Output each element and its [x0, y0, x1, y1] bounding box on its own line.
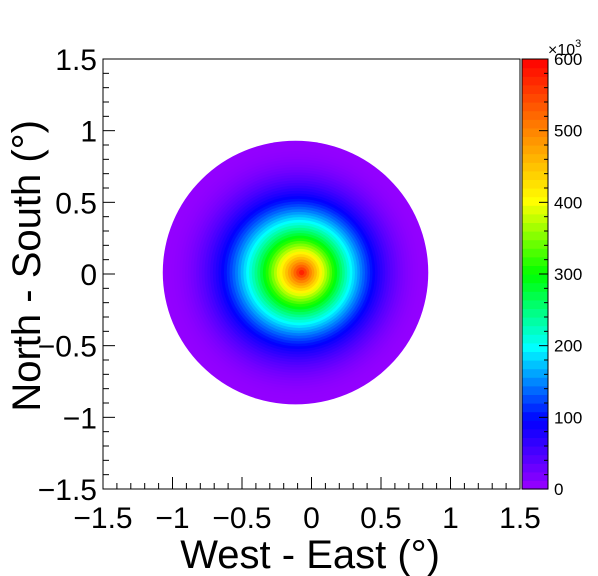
colorbar-band: [522, 325, 548, 335]
x-tick-label: 1: [442, 502, 459, 535]
colorbar-band: [522, 394, 548, 404]
y-tick-label: 1: [80, 116, 97, 149]
colorbar-band: [522, 471, 548, 481]
colorbar-band: [522, 145, 548, 155]
colorbar-multiplier: ×103: [548, 38, 581, 59]
y-tick-label: 1.5: [55, 44, 97, 77]
y-tick-label: 0: [80, 259, 97, 292]
colorbar-band: [522, 282, 548, 292]
colorbar-band: [522, 248, 548, 258]
colorbar-multiplier-base: ×10: [548, 42, 575, 59]
colorbar-band: [522, 231, 548, 241]
y-axis: −1.5 −1 −0.5 0 0.5 1 1.5: [38, 44, 115, 507]
colorbar-band: [522, 170, 548, 180]
x-axis-title: West - East (°): [180, 533, 440, 576]
colorbar-band: [522, 188, 548, 198]
colorbar-band: [522, 463, 548, 473]
colorbar-band: [522, 420, 548, 430]
colorbar-band: [522, 291, 548, 301]
colorbar-band: [522, 213, 548, 223]
x-tick-label: −1: [155, 502, 189, 535]
colorbar-band: [522, 265, 548, 275]
colorbar-band: [522, 351, 548, 361]
colorbar-band: [522, 162, 548, 172]
y-tick-label: 0.5: [55, 187, 97, 220]
colorbar-band: [522, 317, 548, 327]
colorbar-band: [522, 93, 548, 103]
colorbar-band: [522, 334, 548, 344]
colorbar-band: [522, 411, 548, 421]
heatmap-area: [162, 140, 429, 405]
colorbar-tick-label: 100: [554, 408, 582, 427]
x-axis: −1.5 −1 −0.5 0 0.5 1 1.5: [73, 477, 541, 535]
y-tick-label: −1: [63, 402, 97, 435]
colorbar-band: [522, 274, 548, 284]
colorbar-band: [522, 256, 548, 266]
colorbar-tick-label: 0: [554, 480, 563, 499]
colorbar-band: [522, 196, 548, 206]
colorbar-band: [522, 454, 548, 464]
x-tick-label: 0: [303, 502, 320, 535]
colorbar-band: [522, 127, 548, 137]
colorbar-band: [522, 153, 548, 163]
colorbar-tick-label: 200: [554, 337, 582, 356]
colorbar-band: [522, 67, 548, 77]
colorbar-band: [522, 222, 548, 232]
colorbar-band: [522, 84, 548, 94]
colorbar-band: [522, 403, 548, 413]
colorbar-tick-label: 400: [554, 193, 582, 212]
colorbar-band: [522, 360, 548, 370]
x-tick-label: 1.5: [499, 502, 541, 535]
colorbar-tick-label: 600: [554, 50, 582, 69]
colorbar-band: [522, 179, 548, 189]
colorbar-band: [522, 119, 548, 129]
colorbar-band: [522, 299, 548, 309]
colorbar-band: [522, 59, 548, 69]
colorbar-band: [522, 437, 548, 447]
colorbar-band: [522, 377, 548, 387]
colorbar-band: [522, 136, 548, 146]
heatmap-contour-49: [298, 269, 305, 276]
colorbar-band: [522, 368, 548, 378]
colorbar-band: [522, 446, 548, 456]
y-tick-label: −0.5: [38, 331, 97, 364]
colorbar-band: [522, 480, 548, 490]
x-tick-label: 0.5: [360, 502, 402, 535]
colorbar-axis: 0 100 200 300 400 500 600: [539, 50, 582, 499]
colorbar-tick-label: 300: [554, 265, 582, 284]
colorbar: [521, 58, 549, 490]
colorbar-band: [522, 308, 548, 318]
y-axis-title: North - South (°): [5, 120, 49, 412]
colorbar-band: [522, 239, 548, 249]
colorbar-band: [522, 428, 548, 438]
y-tick-label: −1.5: [38, 474, 97, 507]
colorbar-band: [522, 102, 548, 112]
colorbar-band: [522, 76, 548, 86]
colorbar-band: [522, 342, 548, 352]
colorbar-band: [522, 110, 548, 120]
colorbar-band: [522, 385, 548, 395]
colorbar-tick-label: 500: [554, 122, 582, 141]
x-tick-label: −1.5: [73, 502, 132, 535]
colorbar-band: [522, 205, 548, 215]
colorbar-multiplier-exponent: 3: [575, 38, 581, 50]
x-tick-label: −0.5: [212, 502, 271, 535]
